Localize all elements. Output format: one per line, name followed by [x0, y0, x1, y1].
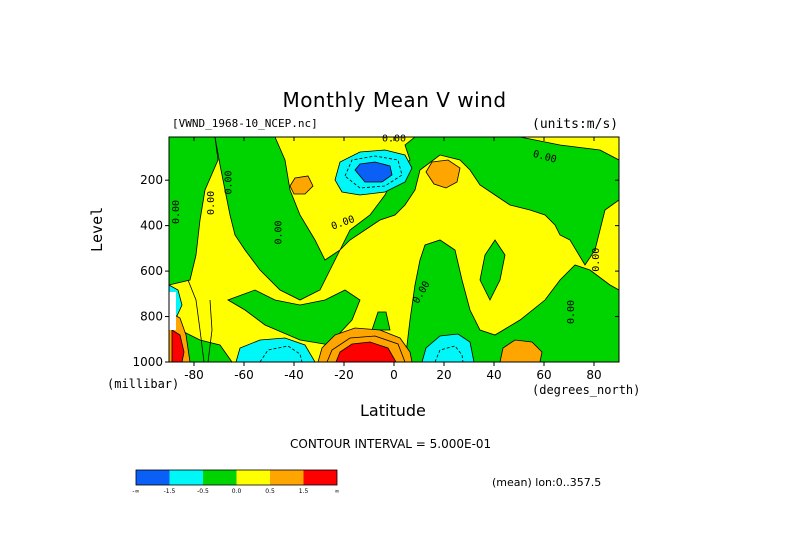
colorbar-label: -1.5	[164, 488, 176, 495]
contour-label: 0.00	[591, 248, 602, 272]
colorbar-frame	[135, 469, 338, 486]
colorbar-swatch	[203, 470, 237, 485]
x-tick-label: 0	[390, 368, 398, 382]
contour-label: 0.00	[382, 134, 406, 145]
x-axis-units: (degrees_north)	[532, 383, 641, 397]
x-tick-label: 80	[586, 368, 601, 382]
colorbar-swatch	[270, 470, 304, 485]
x-tick-label: -60	[234, 368, 254, 382]
dataset-label: [VWND_1968-10_NCEP.nc]	[172, 117, 318, 130]
negative-region	[371, 311, 391, 331]
x-tick-label: -80	[184, 368, 204, 382]
contour-label: 0.00	[566, 300, 577, 324]
red-core	[335, 341, 397, 362]
contour-label: 0.00	[171, 200, 182, 224]
y-tick-label: 1000	[132, 355, 163, 369]
negative-region	[227, 289, 361, 346]
y-tick-label: 600	[140, 264, 163, 278]
dashed-contour	[434, 345, 464, 362]
y-axis-units: (millibar)	[107, 377, 180, 391]
y-tick-label: 400	[140, 219, 163, 233]
x-tick-label: -40	[284, 368, 304, 382]
colorbar-label: 0.0	[232, 488, 242, 495]
colorbar-swatch	[303, 470, 337, 485]
orange-region	[425, 159, 461, 189]
x-axis-label: Latitude	[360, 401, 426, 420]
colorbar: -∞ -1.5 -0.5 0.0 0.5 1.5 ∞	[132, 469, 340, 495]
negative-region	[404, 239, 619, 362]
colorbar-swatch	[236, 470, 270, 485]
x-tick-label: 40	[486, 368, 501, 382]
colorbar-label: 0.5	[265, 488, 275, 495]
solid-contour	[187, 279, 205, 362]
contour-field	[169, 137, 619, 362]
negative-region	[479, 239, 506, 301]
orange-region	[289, 175, 314, 195]
colorbar-swatch	[169, 470, 203, 485]
units-label: (units:m/s)	[532, 117, 619, 132]
axis-ticks: -80 -60 -40 -20 0 20 40 60 80 200 400 600 800 1000	[132, 137, 619, 382]
colorbar-label: ∞	[335, 488, 340, 495]
colorbar-label: -∞	[132, 488, 139, 495]
y-tick-label: 200	[140, 173, 163, 187]
averaging-label: (mean) lon:0..357.5	[492, 476, 602, 489]
contour-label: 0.00	[274, 220, 285, 244]
contour-label: 0.00	[224, 170, 235, 194]
blue-core	[354, 161, 393, 183]
negative-region	[214, 137, 619, 301]
chart-title: Monthly Mean V wind	[282, 88, 507, 112]
orange-region	[499, 339, 543, 362]
contour-label: 0.00	[206, 191, 217, 215]
x-tick-label: 60	[536, 368, 551, 382]
x-tick-label: -20	[334, 368, 354, 382]
y-tick-label: 800	[140, 310, 163, 324]
dashed-contour	[344, 155, 403, 189]
contour-interval: CONTOUR INTERVAL = 5.000E-01	[290, 437, 492, 451]
colorbar-label: -0.5	[197, 488, 209, 495]
red-core	[171, 329, 185, 362]
colorbar-label: 1.5	[299, 488, 309, 495]
solid-contour	[326, 335, 406, 362]
dashed-contour	[259, 345, 303, 362]
colorbar-swatch	[136, 470, 170, 485]
solid-contour	[207, 299, 213, 362]
cyan-region	[235, 337, 316, 362]
missing-data	[169, 292, 176, 330]
x-tick-label: 20	[436, 368, 451, 382]
